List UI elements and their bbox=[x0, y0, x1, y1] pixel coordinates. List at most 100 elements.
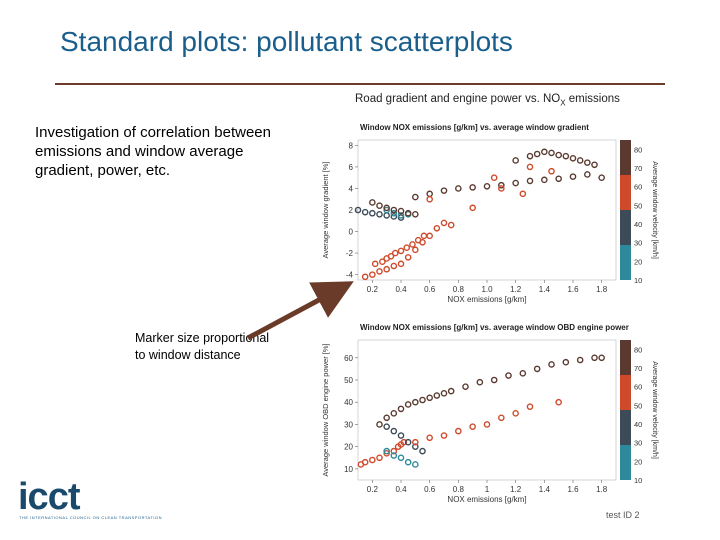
data-point bbox=[584, 171, 591, 178]
colorbar-tick-label: 70 bbox=[634, 164, 642, 173]
data-point bbox=[526, 177, 534, 185]
data-point bbox=[469, 184, 476, 191]
y-tick-label: 2 bbox=[349, 206, 354, 215]
chart-title: Window NOX emissions [g/km] vs. average … bbox=[360, 323, 629, 332]
colorbar-tick-label: 70 bbox=[634, 364, 642, 373]
main-chart-title: Road gradient and engine power vs. NOX e… bbox=[355, 93, 620, 107]
y-tick-label: 8 bbox=[349, 141, 354, 150]
data-point bbox=[383, 206, 390, 214]
data-point bbox=[390, 447, 398, 455]
data-point bbox=[412, 461, 419, 468]
colorbar-segment bbox=[620, 375, 631, 410]
data-point bbox=[390, 209, 398, 217]
data-point bbox=[426, 434, 433, 442]
data-point bbox=[440, 187, 448, 194]
data-point bbox=[512, 179, 519, 187]
icct-logo: icct bbox=[18, 476, 80, 518]
data-point bbox=[498, 185, 505, 192]
data-point bbox=[400, 438, 408, 446]
data-point bbox=[397, 247, 405, 255]
x-axis-label: NOX emissions [g/km] bbox=[447, 295, 526, 304]
data-point bbox=[383, 447, 390, 455]
data-point bbox=[533, 150, 541, 158]
data-point bbox=[533, 365, 541, 373]
data-point bbox=[576, 157, 584, 164]
data-point bbox=[483, 421, 491, 428]
colorbar-segment bbox=[620, 340, 631, 375]
y-tick-label: 30 bbox=[344, 420, 353, 429]
x-tick-label: 0.2 bbox=[367, 485, 379, 494]
data-point bbox=[469, 423, 476, 430]
data-point bbox=[440, 219, 448, 227]
colorbar-tick-label: 40 bbox=[634, 220, 642, 229]
data-point bbox=[569, 173, 577, 180]
data-point bbox=[390, 206, 398, 214]
colorbar-tick-label: 30 bbox=[634, 439, 642, 448]
x-tick-label: 1.8 bbox=[596, 485, 608, 494]
y-tick-label: 50 bbox=[344, 376, 353, 385]
data-point bbox=[412, 211, 419, 218]
data-point bbox=[512, 157, 519, 164]
data-point bbox=[397, 454, 405, 462]
x-tick-label: 0.4 bbox=[395, 285, 407, 294]
data-point bbox=[412, 193, 419, 201]
y-tick-label: 6 bbox=[349, 163, 354, 172]
colorbar-tick-label: 50 bbox=[634, 401, 642, 410]
data-point bbox=[383, 450, 390, 457]
logo-tagline: THE INTERNATIONAL COUNCIL ON CLEAN TRANS… bbox=[19, 515, 162, 520]
colorbar-segment bbox=[620, 210, 631, 245]
colorbar-segment bbox=[620, 445, 631, 480]
data-point bbox=[404, 458, 412, 466]
colorbar-tick-label: 20 bbox=[634, 257, 642, 266]
data-point bbox=[490, 376, 498, 384]
colorbar-tick-label: 10 bbox=[634, 276, 642, 285]
data-point bbox=[361, 273, 369, 281]
data-point bbox=[562, 152, 570, 160]
y-axis-label: Average window OBD engine power [%] bbox=[321, 343, 330, 476]
data-point bbox=[562, 358, 570, 366]
data-point bbox=[409, 241, 416, 248]
arrow-line bbox=[246, 281, 354, 341]
data-point bbox=[387, 253, 395, 260]
data-point bbox=[397, 207, 405, 215]
data-point bbox=[414, 236, 422, 244]
data-point bbox=[498, 181, 505, 189]
colorbar-tick-label: 50 bbox=[634, 201, 642, 210]
data-point bbox=[462, 383, 469, 390]
plot-area bbox=[357, 139, 617, 281]
x-tick-label: 0.2 bbox=[367, 285, 379, 294]
data-point bbox=[390, 452, 398, 459]
data-point bbox=[505, 372, 512, 379]
data-point bbox=[369, 209, 376, 217]
title-divider bbox=[55, 83, 665, 85]
x-tick-label: 1.0 bbox=[481, 285, 493, 294]
colorbar-tick-label: 80 bbox=[634, 145, 642, 154]
chart-engine-power: Window NOX emissions [g/km] vs. average … bbox=[321, 323, 658, 504]
x-tick-label: 0.4 bbox=[395, 485, 407, 494]
data-point bbox=[541, 176, 548, 184]
data-point bbox=[403, 244, 411, 251]
data-point bbox=[569, 155, 577, 162]
chart-gradient: Window NOX emissions [g/km] vs. average … bbox=[321, 123, 658, 304]
data-point bbox=[412, 246, 419, 254]
data-point bbox=[390, 427, 398, 435]
colorbar-label: Average window velocity [km/h] bbox=[651, 161, 658, 259]
data-point bbox=[369, 456, 376, 464]
x-tick-label: 1.4 bbox=[539, 285, 551, 294]
data-point bbox=[404, 209, 412, 217]
data-point bbox=[404, 254, 412, 261]
data-point bbox=[354, 206, 362, 214]
x-tick-label: 1.6 bbox=[567, 485, 579, 494]
slide-title: Standard plots: pollutant scatterplots bbox=[60, 26, 513, 57]
data-point bbox=[548, 167, 555, 175]
data-point bbox=[361, 458, 369, 466]
x-axis-label: NOX emissions [g/km] bbox=[447, 495, 526, 504]
data-point bbox=[404, 438, 412, 446]
data-point bbox=[541, 148, 548, 156]
chart-title: Window NOX emissions [g/km] vs. average … bbox=[360, 123, 589, 132]
data-point bbox=[426, 195, 433, 203]
data-point bbox=[555, 151, 562, 159]
data-point bbox=[447, 221, 455, 229]
x-tick-label: 1.8 bbox=[596, 285, 608, 294]
